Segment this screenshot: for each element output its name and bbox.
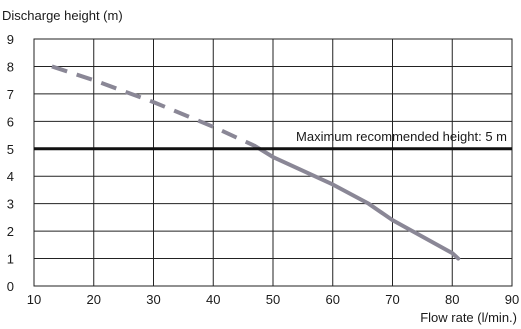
x-tick-label: 10: [27, 292, 41, 307]
x-tick-label: 50: [266, 292, 280, 307]
x-tick-label: 80: [445, 292, 459, 307]
max-height-label: Maximum recommended height: 5 m: [296, 129, 507, 144]
y-axis-title: Discharge height (m): [2, 8, 123, 23]
y-tick-label: 1: [7, 252, 14, 267]
grid: [33, 38, 513, 287]
y-tick-label: 3: [7, 197, 14, 212]
plot-frame: [33, 38, 513, 287]
x-tick-label: 40: [206, 292, 220, 307]
y-tick-label: 4: [7, 169, 14, 184]
y-tick-label: 6: [7, 114, 14, 129]
x-tick-label: 70: [385, 292, 399, 307]
y-tick-label: 8: [7, 59, 14, 74]
series-line-dashed: [51, 64, 256, 148]
series-line-solid: [253, 144, 461, 261]
tick-labels: 0 1 2 3 4 5 6 7 8 9 10 20 30 40 50 60 70 80 90: [7, 32, 519, 307]
x-tick-label: 90: [505, 292, 519, 307]
y-tick-label: 5: [7, 142, 14, 157]
x-tick-label: 60: [326, 292, 340, 307]
x-axis-title: Flow rate (l/min.): [420, 310, 517, 325]
y-tick-label: 0: [7, 279, 14, 294]
x-tick-label: 30: [146, 292, 160, 307]
series-group: [51, 64, 461, 261]
x-tick-label: 20: [87, 292, 101, 307]
reference-line-group: Maximum recommended height: 5 m: [34, 129, 512, 151]
y-tick-label: 7: [7, 87, 14, 102]
y-tick-label: 9: [7, 32, 14, 47]
y-tick-label: 2: [7, 224, 14, 239]
